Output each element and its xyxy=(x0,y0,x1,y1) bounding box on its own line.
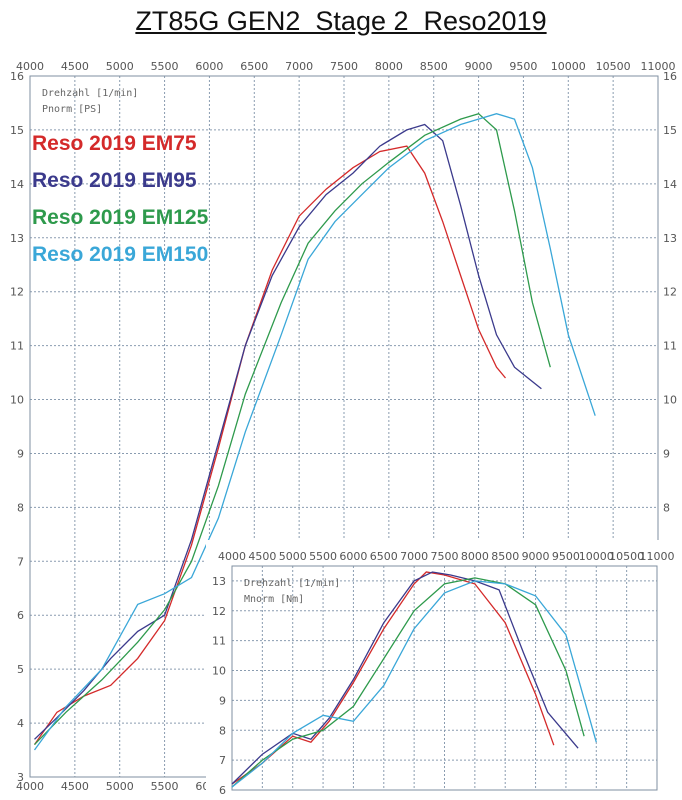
x-tick-label: 10500 xyxy=(596,60,631,73)
x-tick-label: 5000 xyxy=(106,60,134,73)
y-tick-label: 10 xyxy=(212,665,226,678)
x-tick-label: 7000 xyxy=(400,550,428,563)
x-tick-label-bottom: 4500 xyxy=(61,780,89,793)
y-tick-label: 11 xyxy=(10,340,24,353)
y-tick-label: 16 xyxy=(10,70,24,83)
x-tick-label: 7500 xyxy=(330,60,358,73)
series-line-em95 xyxy=(34,123,542,740)
x-tick-label: 6500 xyxy=(370,550,398,563)
x-tick-label: 8000 xyxy=(375,60,403,73)
x-tick-label: 10000 xyxy=(579,550,614,563)
x-tick-label: 5000 xyxy=(279,550,307,563)
y-tick-label: 8 xyxy=(219,724,226,737)
y-tick-label-right: 16 xyxy=(663,70,677,83)
x-tick-label: 8500 xyxy=(420,60,448,73)
series-line-em150 xyxy=(231,580,597,788)
y-tick-label-right: 11 xyxy=(663,340,677,353)
legend-item-em150: Reso 2019 EM150 xyxy=(32,243,208,266)
torque-panel xyxy=(206,540,681,800)
x-tick-label: 8000 xyxy=(461,550,489,563)
y-tick-label: 14 xyxy=(10,178,24,191)
series-line-em150 xyxy=(33,113,596,751)
x-tick-label: 11000 xyxy=(640,550,675,563)
torque-chart-group: 4000 4500 5000 5500 6000 6500 7000 7500 8000 8500… xyxy=(206,540,681,800)
series-line-em75 xyxy=(33,145,506,745)
y-tick-label: 11 xyxy=(212,635,226,648)
series-line-em125 xyxy=(231,577,585,788)
y-tick-label-right: 9 xyxy=(663,447,670,460)
x-tick-label-bottom: 4000 xyxy=(16,780,44,793)
y-tick-label: 10 xyxy=(10,394,24,407)
x-tick-label: 4000 xyxy=(16,60,44,73)
series-line-em75 xyxy=(231,571,555,785)
x-tick-label: 7000 xyxy=(285,60,313,73)
x-tick-label: 9500 xyxy=(509,60,537,73)
y-tick-label: 13 xyxy=(212,575,226,588)
y-tick-label: 12 xyxy=(10,286,24,299)
y-tick-label: 12 xyxy=(212,605,226,618)
x-tick-label: 6000 xyxy=(339,550,367,563)
x-tick-label: 6500 xyxy=(240,60,268,73)
y-tick-label-right: 12 xyxy=(663,286,677,299)
x-tick-label: 6000 xyxy=(195,60,223,73)
y-tick-label: 9 xyxy=(17,447,24,460)
x-tick-label: 10500 xyxy=(609,550,644,563)
x-tick-label-bottom: 5000 xyxy=(106,780,134,793)
x-tick-label: 11000 xyxy=(641,60,676,73)
y-tick-label: 4 xyxy=(17,717,24,730)
y-tick-label: 9 xyxy=(219,694,226,707)
legend-item-em75: Reso 2019 EM75 xyxy=(32,132,197,155)
x-tick-label: 9000 xyxy=(465,60,493,73)
y-tick-label: 6 xyxy=(17,609,24,622)
x-tick-label: 10000 xyxy=(551,60,586,73)
y-tick-label: 5 xyxy=(17,663,24,676)
y-tick-label: 7 xyxy=(219,754,226,767)
x-axis-label: Drehzahl [1/min] xyxy=(244,578,340,589)
y-axis-label: Pnorm [PS] xyxy=(42,104,102,115)
y-tick-label: 15 xyxy=(10,124,24,137)
legend-item-em125: Reso 2019 EM125 xyxy=(32,206,209,229)
x-tick-label: 4500 xyxy=(248,550,276,563)
x-tick-label: 7500 xyxy=(431,550,459,563)
y-axis-label: Mnorm [Nm] xyxy=(244,594,304,605)
torque-plot-frame xyxy=(231,565,658,791)
chart-title: ZT85G GEN2 Stage 2 Reso2019 xyxy=(135,6,547,36)
y-tick-label-right: 15 xyxy=(663,124,677,137)
series-line-em125 xyxy=(34,112,551,746)
y-tick-label: 8 xyxy=(17,501,24,514)
x-tick-label: 5500 xyxy=(151,60,179,73)
x-tick-label: 4500 xyxy=(61,60,89,73)
x-tick-label: 5500 xyxy=(309,550,337,563)
x-tick-label-bottom: 5500 xyxy=(151,780,179,793)
y-tick-label: 3 xyxy=(17,771,24,784)
x-axis-label: Drehzahl [1/min] xyxy=(42,88,138,99)
legend-item-em95: Reso 2019 EM95 xyxy=(32,169,197,192)
series-line-em95 xyxy=(231,571,579,785)
y-tick-label-right: 8 xyxy=(663,501,670,514)
y-tick-label: 13 xyxy=(10,232,24,245)
y-tick-label: 7 xyxy=(17,555,24,568)
y-tick-label-right: 10 xyxy=(663,394,677,407)
y-tick-label: 6 xyxy=(219,784,226,797)
x-tick-label: 9000 xyxy=(522,550,550,563)
y-tick-label-right: 14 xyxy=(663,178,677,191)
x-tick-label: 4000 xyxy=(218,550,246,563)
x-tick-label: 8500 xyxy=(491,550,519,563)
x-tick-label: 9500 xyxy=(552,550,580,563)
y-tick-label-right: 13 xyxy=(663,232,677,245)
